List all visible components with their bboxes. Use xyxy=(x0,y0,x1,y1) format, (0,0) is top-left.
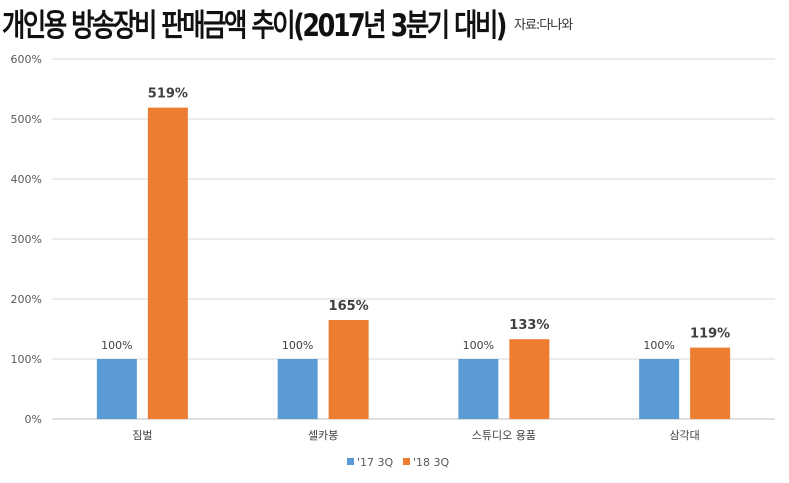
data-label: 133% xyxy=(509,318,549,333)
x-tick-label: 스튜디오 용품 xyxy=(472,429,536,442)
data-label: 519% xyxy=(148,87,188,102)
data-label: 100% xyxy=(101,339,132,352)
bar-17q3 xyxy=(639,359,680,419)
data-label: 100% xyxy=(643,339,674,352)
legend-swatch xyxy=(347,458,354,465)
chart-title: 개인용 방송장비 판매금액 추이(2017년 3분기 대비) xyxy=(2,8,508,44)
data-label: 100% xyxy=(282,339,313,352)
bar-17q3 xyxy=(458,359,499,419)
bar-17q3 xyxy=(277,359,318,419)
bar-18q3 xyxy=(690,347,731,419)
bar-17q3 xyxy=(96,359,137,419)
legend-swatch xyxy=(403,458,410,465)
x-tick-label: 셀카봉 xyxy=(308,429,338,442)
x-tick-label: 삼각대 xyxy=(669,429,699,442)
y-tick-label: 300% xyxy=(11,233,42,246)
y-tick-label: 600% xyxy=(11,53,42,66)
x-tick-label: 짐벌 xyxy=(132,429,152,442)
legend-label: '18 3Q xyxy=(413,456,450,469)
legend-label: '17 3Q xyxy=(357,456,394,469)
bar-18q3 xyxy=(328,320,369,419)
y-tick-label: 500% xyxy=(11,113,42,126)
y-tick-label: 200% xyxy=(11,293,42,306)
chart-source: 자료:다나와 xyxy=(514,18,573,33)
data-label: 119% xyxy=(690,327,730,342)
data-label: 100% xyxy=(463,339,494,352)
bar-18q3 xyxy=(509,339,550,419)
y-tick-label: 0% xyxy=(25,413,42,426)
bar-18q3 xyxy=(147,107,188,419)
data-label: 165% xyxy=(329,299,369,314)
y-tick-label: 400% xyxy=(11,173,42,186)
y-tick-label: 100% xyxy=(11,353,42,366)
